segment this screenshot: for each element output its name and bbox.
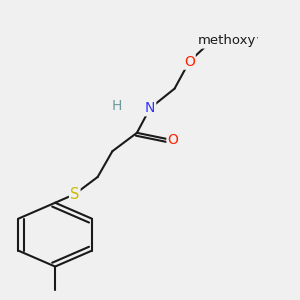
- Text: methoxy: methoxy: [198, 34, 256, 47]
- Text: H: H: [112, 99, 122, 113]
- Text: O: O: [167, 133, 178, 147]
- Text: N: N: [145, 101, 155, 115]
- Text: methoxy: methoxy: [201, 34, 259, 47]
- Text: S: S: [70, 187, 80, 202]
- Text: O: O: [184, 55, 195, 69]
